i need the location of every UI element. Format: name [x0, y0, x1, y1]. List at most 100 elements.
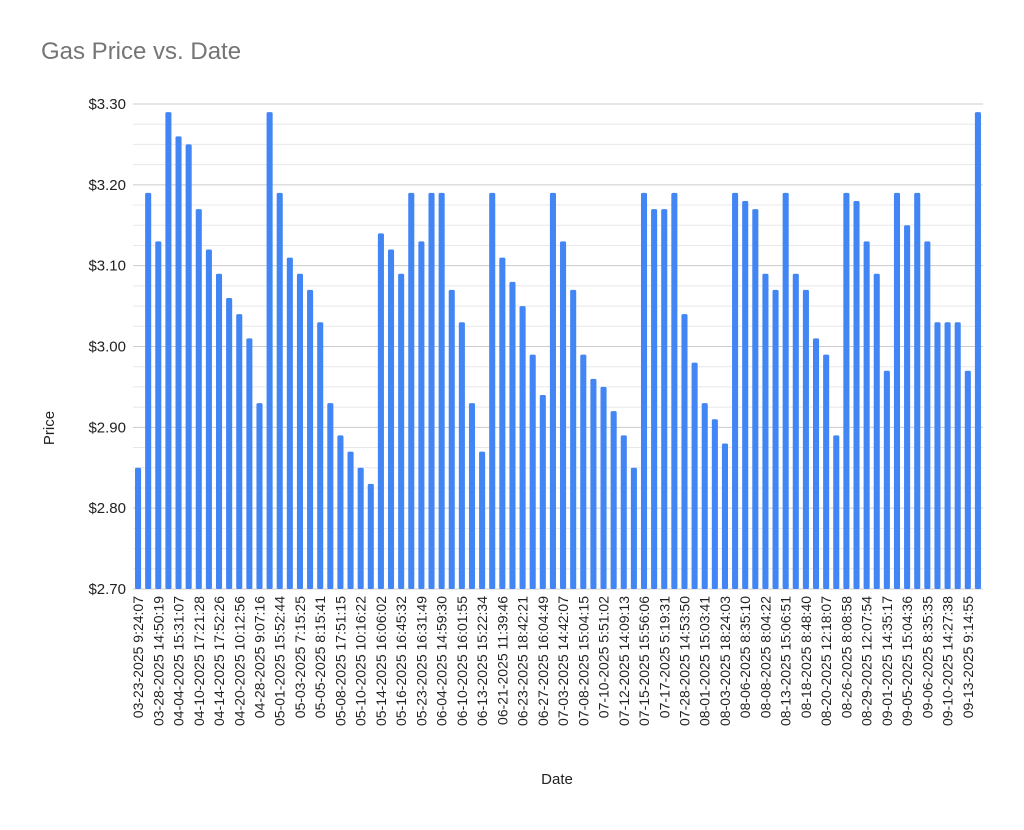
x-tick-label: 08-29-2025 12:07:54 [859, 596, 875, 726]
bar [711, 419, 718, 589]
bar [296, 273, 303, 589]
y-tick-label: $2.80 [88, 500, 126, 517]
bar [813, 338, 820, 589]
x-tick-label: 03-28-2025 14:50:19 [150, 596, 166, 726]
bar [215, 273, 223, 589]
bar [398, 273, 405, 589]
bar [468, 403, 476, 589]
bar [853, 201, 860, 589]
gridlines [133, 103, 983, 590]
bar [802, 289, 809, 589]
x-tick-label: 07-10-2025 5:51:02 [596, 596, 612, 718]
x-tick-label: 05-14-2025 16:06:02 [373, 596, 389, 726]
bar [732, 192, 739, 590]
x-tick-label: 04-20-2025 10:12:56 [231, 596, 247, 726]
bar [873, 273, 880, 589]
x-tick-label: 07-08-2025 15:04:15 [575, 596, 591, 726]
x-tick-label: 08-20-2025 12:18:07 [818, 596, 834, 726]
y-tick-label: $3.30 [88, 96, 126, 113]
x-tick-label: 04-04-2025 15:31:07 [171, 596, 187, 726]
bar [843, 192, 850, 590]
bars [135, 112, 981, 590]
bar [195, 209, 202, 589]
bar [610, 411, 617, 589]
bar [691, 362, 698, 589]
bar [286, 257, 293, 589]
bar [782, 192, 789, 590]
bar [317, 322, 324, 589]
bar [863, 241, 870, 590]
bar [155, 241, 162, 590]
x-tick-label: 04-14-2025 17:52:26 [211, 596, 227, 726]
bar [661, 209, 668, 589]
bar [367, 483, 374, 589]
x-tick-label: 08-26-2025 8:08:58 [838, 596, 854, 718]
y-tick-label: $2.70 [88, 581, 126, 598]
bar [600, 386, 607, 589]
bar [388, 249, 395, 589]
y-tick-label: $3.20 [88, 177, 126, 194]
bar [964, 370, 971, 589]
bar [276, 192, 283, 590]
x-tick-label: 05-08-2025 17:51:15 [332, 596, 348, 726]
bar [246, 338, 253, 589]
bar [792, 273, 799, 589]
x-tick-label: 08-18-2025 8:48:40 [798, 596, 814, 718]
bar [549, 192, 556, 590]
x-tick-label: 05-03-2025 7:15:25 [292, 596, 308, 718]
bar [954, 322, 961, 589]
x-tick-label: 08-06-2025 8:35:10 [737, 596, 753, 718]
bar [529, 354, 536, 589]
chart-title: Gas Price vs. Date [41, 38, 242, 65]
x-tick-label: 04-10-2025 17:21:28 [191, 596, 207, 726]
bar [539, 395, 546, 589]
x-tick-label: 07-12-2025 14:09:13 [616, 596, 632, 726]
bar [458, 322, 465, 589]
x-tick-label: 07-03-2025 14:42:07 [555, 596, 571, 726]
bar [448, 289, 455, 589]
bar [681, 314, 688, 589]
x-tick-label: 08-08-2025 8:04:22 [757, 596, 773, 718]
x-tick-label: 05-05-2025 8:15:41 [312, 596, 328, 718]
bar [226, 298, 233, 589]
y-tick-label: $3.10 [88, 258, 126, 275]
bar [175, 136, 182, 589]
y-axis-label: Price [41, 411, 58, 445]
bar [489, 192, 496, 590]
bar [479, 451, 486, 589]
bar [823, 354, 830, 589]
x-tick-label: 06-23-2025 18:42:21 [515, 596, 531, 726]
bar [833, 435, 840, 589]
bar [772, 289, 779, 589]
bar [924, 241, 931, 590]
bar [205, 249, 212, 589]
x-tick-label: 09-05-2025 15:04:36 [899, 596, 915, 726]
bar [742, 201, 749, 589]
bar [327, 403, 334, 589]
bar [630, 467, 637, 589]
x-tick-label: 08-03-2025 18:24:03 [717, 596, 733, 726]
x-tick-label: 08-13-2025 15:06:51 [778, 596, 794, 726]
x-tick-label: 07-17-2025 5:19:31 [656, 596, 672, 718]
bar [560, 241, 567, 590]
x-tick-label: 05-23-2025 16:31:49 [413, 596, 429, 726]
bar [185, 144, 192, 590]
x-tick-label: 06-27-2025 16:04:49 [535, 596, 551, 726]
x-tick-label: 06-13-2025 15:22:34 [474, 596, 490, 726]
x-tick-label: 09-06-2025 8:35:35 [919, 596, 935, 718]
x-tick-label: 06-10-2025 16:01:55 [454, 596, 470, 726]
bar [519, 306, 526, 589]
bar [165, 112, 172, 589]
bar [752, 209, 759, 589]
bar [762, 273, 769, 589]
bar [914, 192, 921, 590]
x-tick-label: 07-28-2025 14:53:50 [676, 596, 692, 726]
x-tick-label: 09-13-2025 9:14:55 [960, 596, 976, 718]
x-axis-ticks: 03-23-2025 9:24:07 03-28-2025 14:50:19 04-… [130, 596, 976, 726]
bar [307, 289, 314, 589]
x-tick-label: 07-15-2025 15:56:06 [636, 596, 652, 726]
x-tick-label: 06-21-2025 11:39:46 [494, 596, 510, 725]
bar [883, 370, 890, 589]
